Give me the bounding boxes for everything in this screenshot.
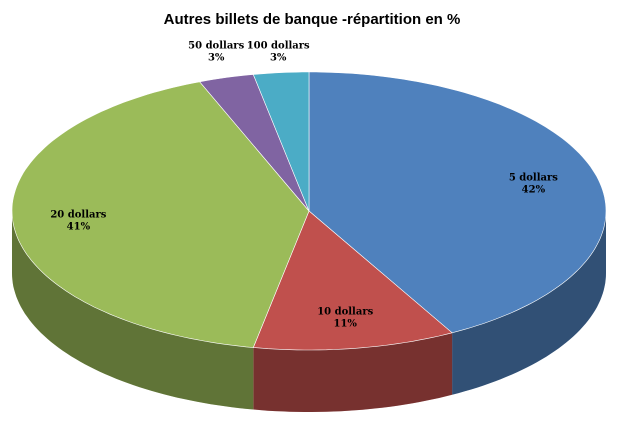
data-label-value: 42% <box>522 185 546 196</box>
data-label-value: 3% <box>208 53 225 64</box>
data-label-name: 100 dollars <box>247 41 310 52</box>
data-label-value: 41% <box>67 222 91 233</box>
pie-side <box>452 211 606 395</box>
data-label-value: 11% <box>334 319 358 330</box>
pie-slice <box>199 74 310 212</box>
pie-side <box>253 332 453 412</box>
pie-side-shade <box>452 211 606 395</box>
pie-side <box>12 211 254 410</box>
data-label-name: 20 dollars <box>50 210 106 221</box>
chart-title: Autres billets de banque -répartition en… <box>164 11 461 28</box>
pie-slice <box>11 81 310 348</box>
data-label-value: 3% <box>270 53 287 64</box>
pie <box>11 71 607 412</box>
data-label-name: 50 dollars <box>188 41 244 52</box>
pie-slice <box>308 71 607 334</box>
pie-slice <box>252 71 310 212</box>
pie-side-shade <box>12 211 254 410</box>
pie-side-shade <box>253 332 453 412</box>
pie-slice <box>252 210 453 351</box>
data-label-name: 5 dollars <box>509 173 558 184</box>
data-label-name: 10 dollars <box>317 307 373 318</box>
